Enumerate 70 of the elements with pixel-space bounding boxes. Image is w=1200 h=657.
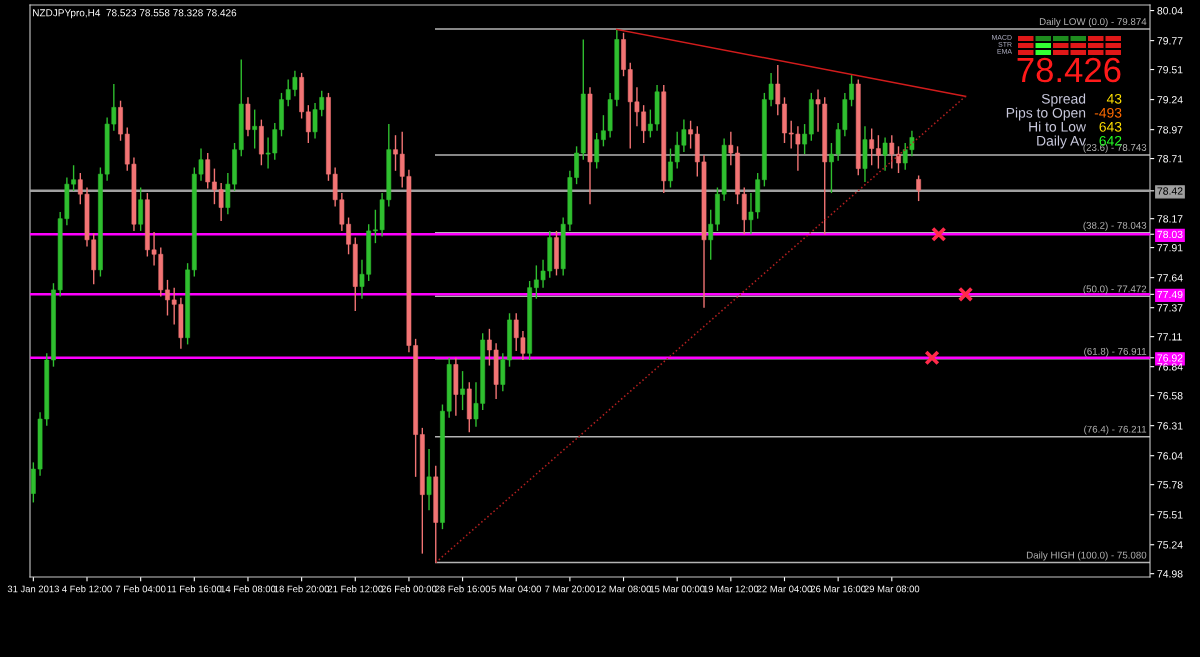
x-tick-label: 28 Feb 16:00 (435, 585, 491, 593)
candlestick (708, 209, 714, 261)
y-tick-label: 77.64 (1157, 274, 1183, 282)
x-tick-label: 19 Mar 12:00 (703, 585, 759, 593)
annotation: Pips to Open (1006, 107, 1086, 121)
y-tick-label: 76.84 (1157, 363, 1183, 371)
y-tick-label: 78.03 (1157, 230, 1183, 239)
x-tick-label: 26 Feb 00:00 (381, 585, 437, 593)
y-tick-label: 77.11 (1157, 333, 1182, 341)
y-tick-label: 79.77 (1157, 37, 1183, 45)
x-tick-label: 31 Jan 2013 (7, 585, 59, 593)
point (931, 226, 947, 242)
chart-title: NZDJPYpro,H4 78.523 78.558 78.328 78.426 (33, 9, 237, 19)
y-tick-label: 78.17 (1157, 215, 1183, 223)
y-tick-label: 76.58 (1157, 392, 1183, 400)
y-tick-label: 78.97 (1157, 126, 1183, 134)
x-tick-label: 18 Feb 20:00 (274, 585, 330, 593)
x-tick-label: 15 Mar 00:00 (650, 585, 705, 593)
y-tick-label: 75.51 (1157, 511, 1183, 519)
annotation: (61.8) - 76.911 (1084, 347, 1147, 357)
candlestick (460, 370, 465, 411)
ref-line-label: Daily LOW (0.0) - 79.874 (1039, 17, 1147, 27)
x-tick-label: 12 Mar 08:00 (596, 585, 651, 593)
y-tick-label: 78.42 (1157, 187, 1183, 195)
candlestick (205, 152, 211, 190)
annotation: -493 (1094, 107, 1122, 118)
candlestick (916, 174, 921, 202)
y-tick-label: 78.71 (1157, 155, 1183, 163)
annotation: Hi to Low (1029, 121, 1087, 132)
y-tick-label: 76.92 (1157, 354, 1183, 362)
x-tick-label: 7 Feb 04:00 (115, 585, 166, 593)
candlestick (594, 132, 600, 170)
y-tick-label: 76.04 (1157, 452, 1183, 460)
x-tick-label: 26 Mar 16:00 (810, 585, 866, 593)
x-tick-label: 7 Mar 20:00 (545, 585, 595, 593)
x-tick-label: 29 Mar 08:00 (864, 585, 920, 593)
candlestick (252, 108, 258, 150)
y-tick-label: 79.51 (1157, 66, 1183, 74)
x-tick-label: 22 Mar 04:00 (757, 585, 812, 593)
y-tick-label: 79.24 (1157, 96, 1183, 104)
annotation: Spread (1041, 93, 1086, 107)
candlestick (426, 448, 432, 511)
candlestick (882, 136, 888, 172)
y-tick-label: 77.49 (1157, 290, 1183, 299)
point (957, 286, 974, 302)
annotation: 78.426 (1017, 57, 1121, 83)
y-tick-label: 80.04 (1157, 7, 1183, 15)
annotation: 643 (1099, 121, 1122, 132)
y-tick-label: 77.91 (1157, 244, 1183, 252)
x-tick-label: 21 Feb 12:00 (327, 585, 383, 593)
annotation: 43 (1106, 93, 1122, 104)
y-tick-label: 74.98 (1157, 570, 1183, 578)
y-tick-label: 75.24 (1157, 541, 1183, 549)
y-tick-label: 77.37 (1157, 304, 1183, 312)
x-tick-label: 11 Feb 16:00 (167, 585, 222, 593)
ref-line-label: Daily HIGH (100.0) - 75.080 (1026, 551, 1147, 561)
y-tick-label: 75.78 (1157, 481, 1183, 489)
candlestick (305, 104, 311, 144)
candlestick (876, 134, 881, 170)
candlestick (688, 120, 693, 150)
candlestick (869, 127, 875, 166)
x-tick-label: 5 Mar 04:00 (491, 585, 542, 593)
annotation: (76.4) - 76.211 (1084, 425, 1147, 435)
x-tick-label: 4 Feb 12:00 (62, 585, 112, 593)
annotation: (38.2) - 78.043 (1083, 221, 1147, 231)
candlestick (802, 123, 807, 155)
point (924, 350, 940, 366)
y-tick-label: 76.31 (1157, 422, 1183, 430)
x-tick-label: 14 Feb 08:00 (220, 585, 276, 593)
annotation: (50.0) - 77.472 (1083, 285, 1147, 295)
